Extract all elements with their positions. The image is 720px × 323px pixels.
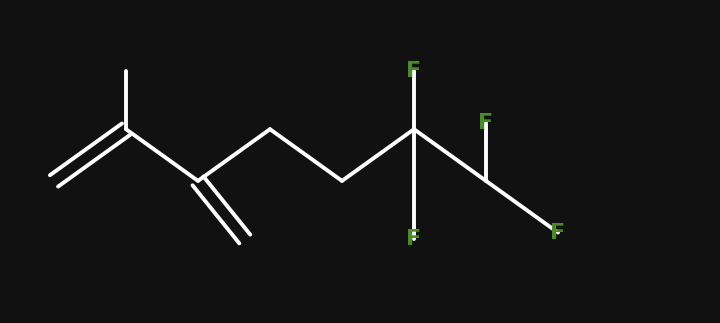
Text: F: F — [406, 61, 422, 81]
Text: F: F — [478, 113, 494, 133]
Text: F: F — [550, 223, 566, 243]
Text: F: F — [406, 229, 422, 249]
